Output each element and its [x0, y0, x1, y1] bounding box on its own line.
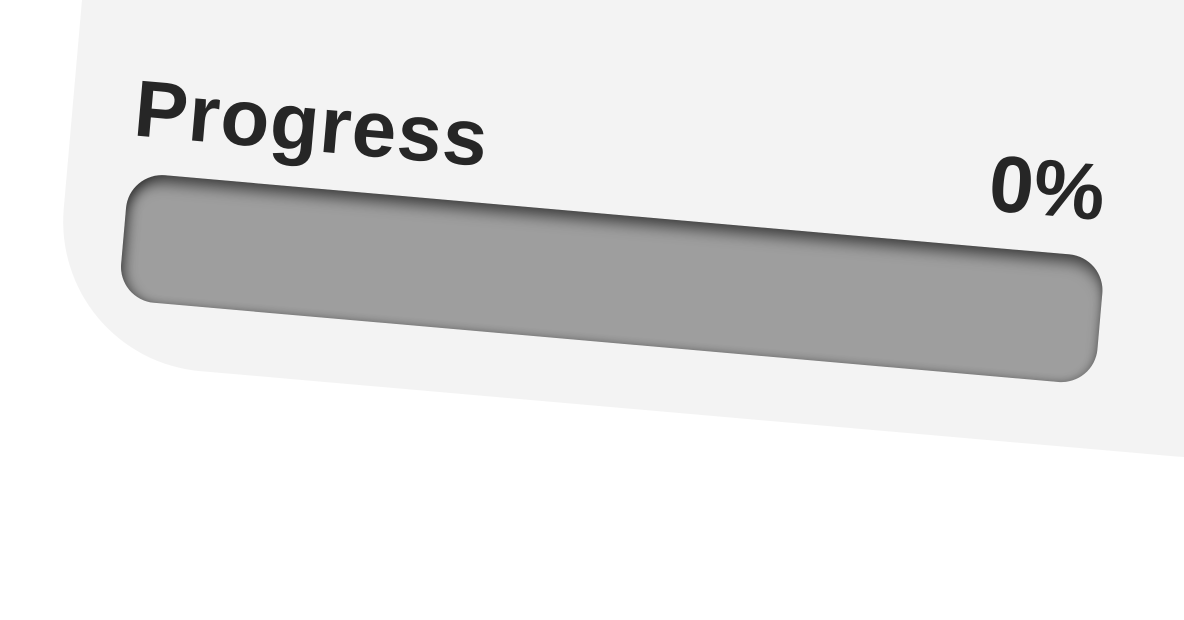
progress-card: Progress 0%: [50, 0, 1184, 470]
progress-bar-fill: [118, 172, 130, 300]
progress-label: Progress: [130, 63, 493, 184]
progress-percentage: 0%: [985, 138, 1109, 238]
progress-bar-track: [118, 172, 1106, 386]
